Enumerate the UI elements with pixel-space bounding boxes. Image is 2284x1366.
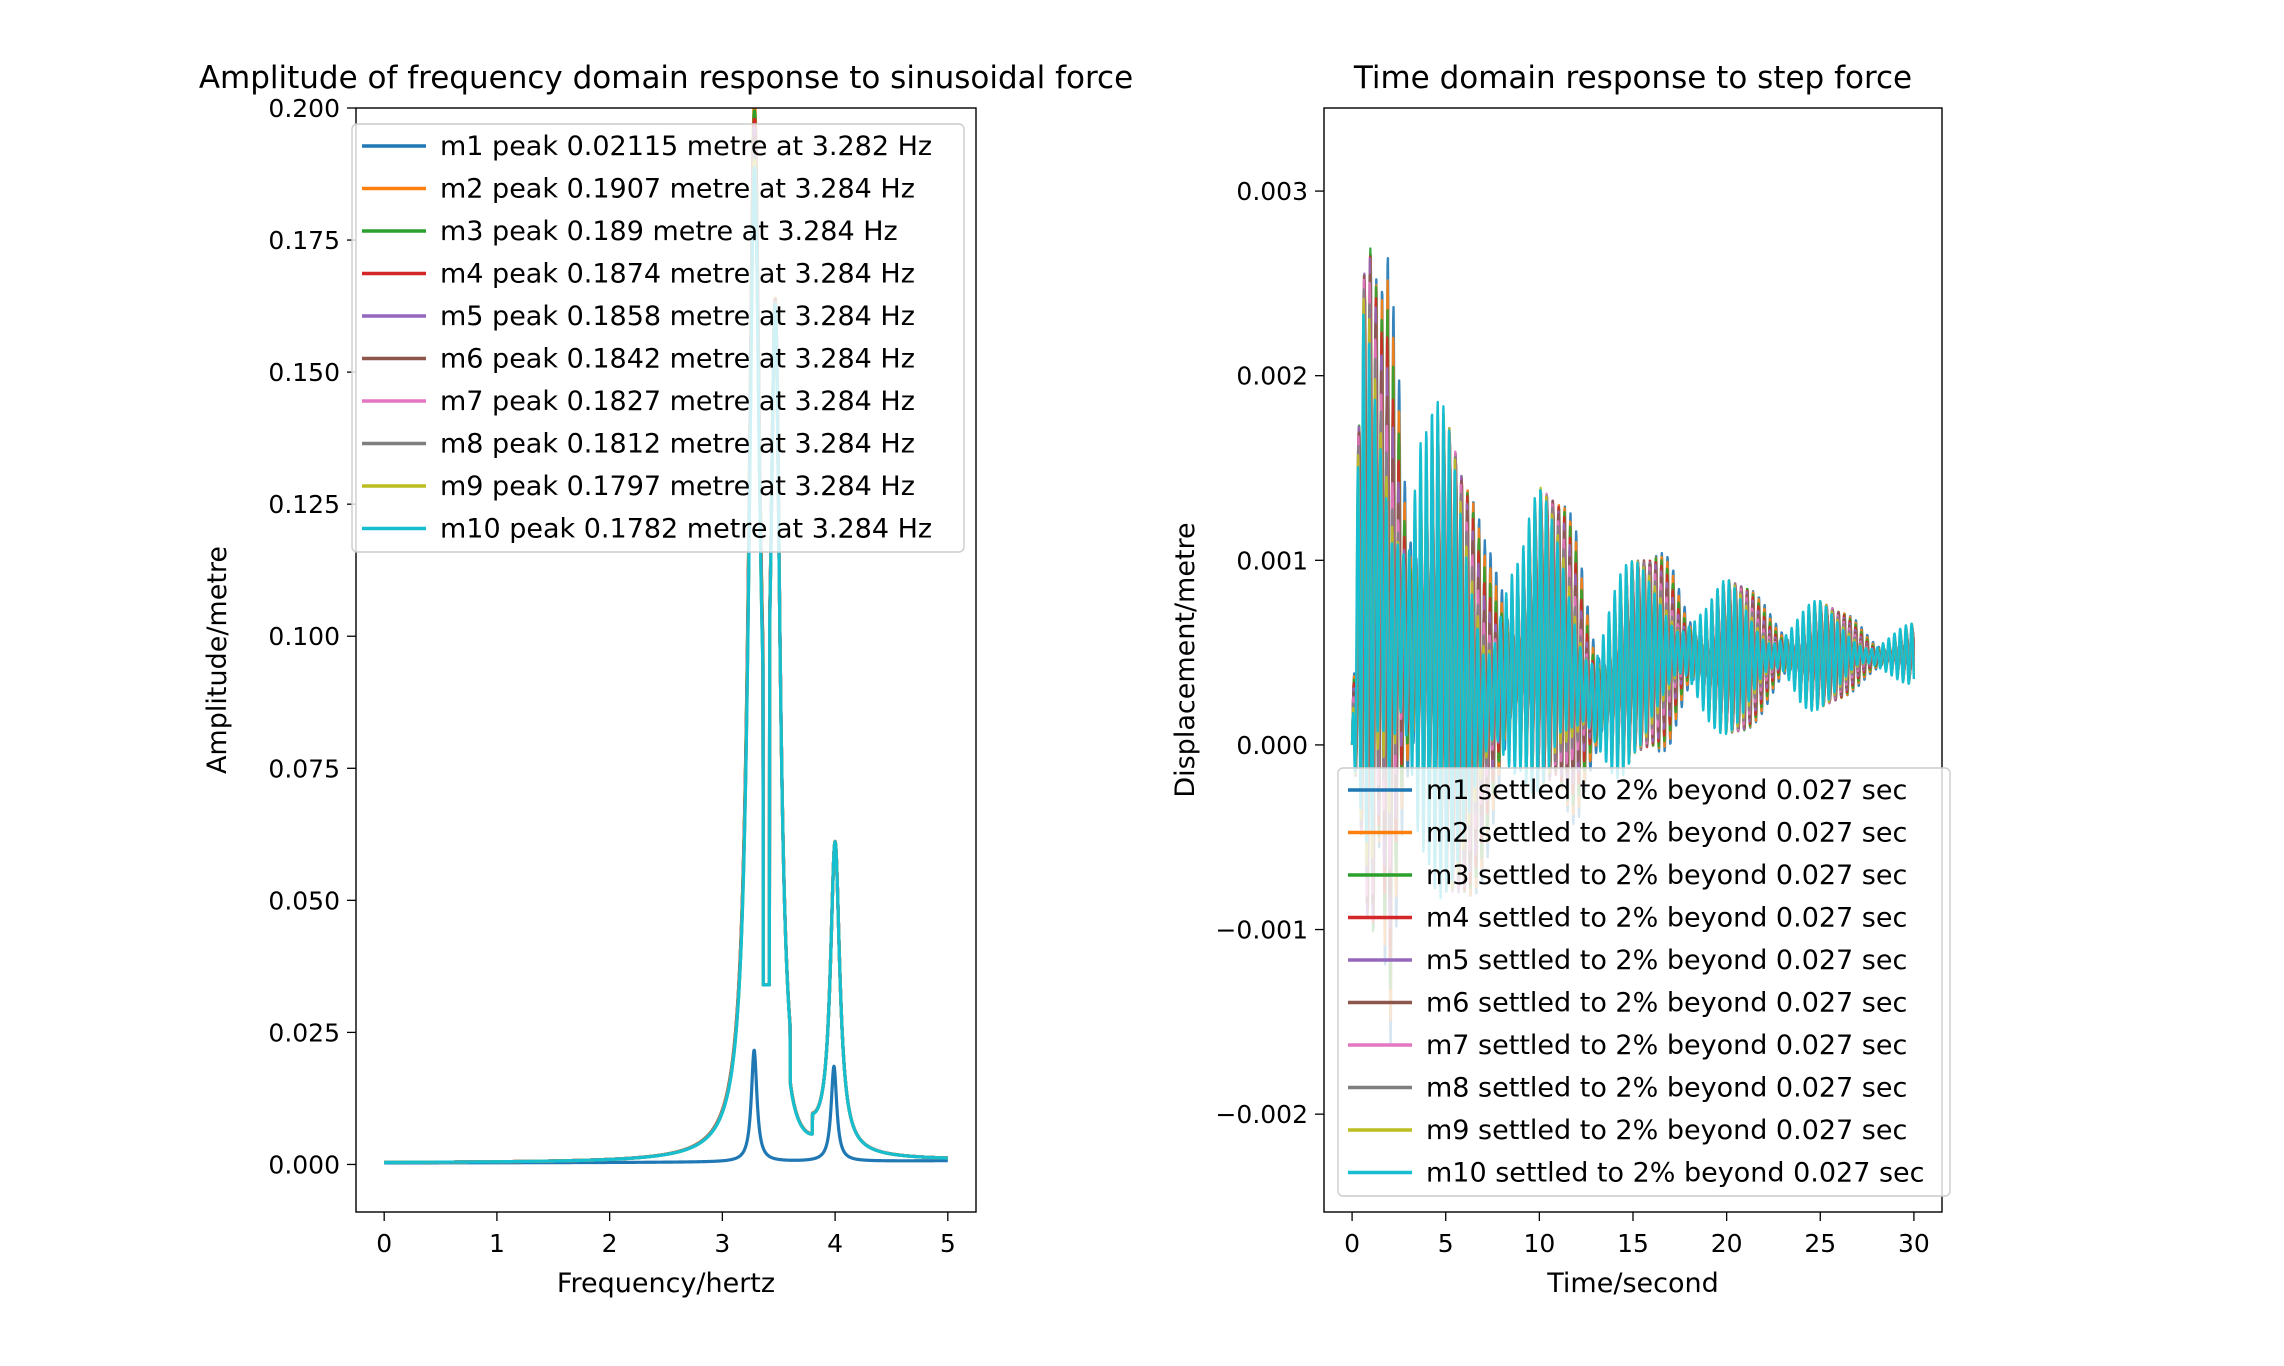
legend-label: m10 peak 0.1782 metre at 3.284 Hz <box>440 514 932 545</box>
legend-label: m7 peak 0.1827 metre at 3.284 Hz <box>440 386 915 417</box>
y-tick-label: 0.200 <box>268 94 340 123</box>
y-tick-label: −0.001 <box>1215 916 1308 945</box>
legend-label: m1 settled to 2% beyond 0.027 sec <box>1426 775 1907 806</box>
y-tick-label: 0.175 <box>268 226 340 255</box>
legend: m1 settled to 2% beyond 0.027 sec m2 sett… <box>1337 767 1951 1197</box>
legend-label: m5 settled to 2% beyond 0.027 sec <box>1426 945 1907 976</box>
axes-frame <box>1323 107 1943 1213</box>
frequency-response-chart: Amplitude of frequency domain response t… <box>199 60 1133 1299</box>
chart-title: Amplitude of frequency domain response t… <box>199 60 1133 96</box>
x-tick-label: 2 <box>602 1229 618 1258</box>
legend-label: m2 peak 0.1907 metre at 3.284 Hz <box>440 174 915 205</box>
legend-label: m8 peak 0.1812 metre at 3.284 Hz <box>440 429 915 460</box>
chart-title: Time domain response to step force <box>1353 60 1912 96</box>
axes-frame <box>355 107 977 1213</box>
legend-label: m7 settled to 2% beyond 0.027 sec <box>1426 1030 1907 1061</box>
y-axis-label: Displacement/metre <box>1170 522 1201 797</box>
x-tick-label: 0 <box>376 1229 392 1258</box>
x-tick-label: 20 <box>1711 1229 1743 1258</box>
legend-label: m1 peak 0.02115 metre at 3.282 Hz <box>440 131 932 162</box>
legend-label: m8 settled to 2% beyond 0.027 sec <box>1426 1073 1907 1104</box>
x-tick-label: 3 <box>714 1229 730 1258</box>
y-tick-label: 0.025 <box>268 1018 340 1047</box>
y-tick-label: 0.001 <box>1236 546 1308 575</box>
x-tick-label: 10 <box>1523 1229 1555 1258</box>
legend-label: m6 peak 0.1842 metre at 3.284 Hz <box>440 344 915 375</box>
x-tick-label: 1 <box>489 1229 505 1258</box>
legend-label: m2 settled to 2% beyond 0.027 sec <box>1426 818 1907 849</box>
legend-label: m5 peak 0.1858 metre at 3.284 Hz <box>440 301 915 332</box>
y-tick-label: 0.000 <box>268 1150 340 1179</box>
y-tick-label: 0.100 <box>268 622 340 651</box>
y-tick-label: 0.002 <box>1236 362 1308 391</box>
plot-area <box>382 108 950 1165</box>
x-tick-label: 30 <box>1898 1229 1930 1258</box>
y-axis-label: Amplitude/metre <box>202 546 233 774</box>
y-tick-label: 0.150 <box>268 358 340 387</box>
legend: m1 peak 0.02115 metre at 3.282 Hz m2 peak… <box>351 123 965 553</box>
y-tick-label: 0.000 <box>1236 731 1308 760</box>
legend-label: m10 settled to 2% beyond 0.027 sec <box>1426 1158 1925 1189</box>
step-response-chart: Time domain response to step force Time/s… <box>1170 60 1951 1299</box>
x-axis-label: Time/second <box>1546 1268 1718 1299</box>
legend-frame <box>351 123 965 553</box>
x-tick-label: 4 <box>827 1229 843 1258</box>
series-line-10 <box>382 166 950 1164</box>
x-tick-label: 5 <box>940 1229 956 1258</box>
legend-label: m6 settled to 2% beyond 0.027 sec <box>1426 988 1907 1019</box>
legend-label: m3 peak 0.189 metre at 3.284 Hz <box>440 216 898 247</box>
x-tick-label: 0 <box>1344 1229 1360 1258</box>
legend-label: m9 peak 0.1797 metre at 3.284 Hz <box>440 471 915 502</box>
legend-label: m4 settled to 2% beyond 0.027 sec <box>1426 903 1907 934</box>
y-tick-label: 0.125 <box>268 490 340 519</box>
y-tick-label: 0.003 <box>1236 177 1308 206</box>
x-tick-label: 15 <box>1617 1229 1649 1258</box>
x-tick-label: 25 <box>1804 1229 1836 1258</box>
legend-label: m4 peak 0.1874 metre at 3.284 Hz <box>440 259 915 290</box>
legend-frame <box>1337 767 1951 1197</box>
y-tick-label: −0.002 <box>1215 1100 1308 1129</box>
y-tick-label: 0.075 <box>268 754 340 783</box>
y-tick-label: 0.050 <box>268 886 340 915</box>
legend-label: m9 settled to 2% beyond 0.027 sec <box>1426 1115 1907 1146</box>
x-axis-label: Frequency/hertz <box>557 1268 775 1299</box>
legend-label: m3 settled to 2% beyond 0.027 sec <box>1426 860 1907 891</box>
x-tick-label: 5 <box>1438 1229 1454 1258</box>
